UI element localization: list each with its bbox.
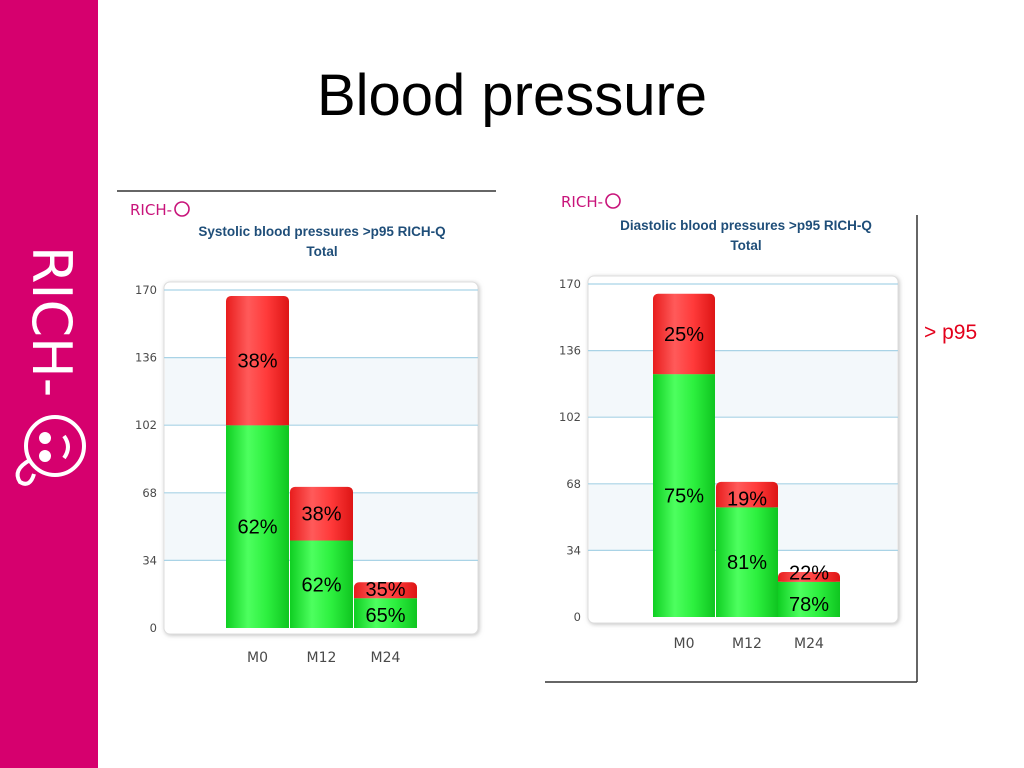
y-tick-label: 68: [566, 477, 581, 491]
data-label-below-p95: 62%: [301, 574, 341, 596]
chart-logo-text: RICH-: [561, 193, 603, 211]
y-tick-label: 34: [142, 553, 157, 567]
data-label-above-p95: 22%: [789, 563, 829, 585]
bar-m24-below-p95: [354, 598, 417, 628]
y-tick-label: 0: [574, 610, 581, 624]
y-tick-label: 34: [566, 543, 581, 557]
x-category-label: M12: [732, 636, 762, 652]
x-category-label: M24: [794, 636, 824, 652]
chart-title: Diastolic blood pressures >p95 RICH-Q: [620, 218, 872, 233]
data-label-below-p95: 81%: [727, 552, 767, 574]
baby-face-icon: [605, 193, 621, 209]
data-label-below-p95: 65%: [365, 605, 405, 627]
x-category-label: M12: [307, 650, 337, 666]
chart-subtitle: Total: [730, 238, 761, 253]
bar-m12-below-p95: [716, 507, 778, 617]
rich-q-vertical-logo: RICH-: [15, 246, 86, 486]
data-label-above-p95: 38%: [237, 351, 277, 373]
y-tick-label: 136: [559, 344, 581, 358]
chart-title: Systolic blood pressures >p95 RICH-Q: [198, 224, 445, 239]
bar-m12-below-p95: [290, 540, 353, 628]
bar-m12-above-p95: [716, 481, 778, 508]
bar-segment-joint: [226, 420, 289, 426]
data-label-above-p95: 25%: [664, 324, 704, 346]
y-tick-label: 102: [559, 410, 581, 424]
baby-face-icon: [15, 415, 86, 486]
bar-segment-joint: [290, 535, 353, 541]
bar-m0-below-p95: [226, 425, 289, 628]
y-tick-label: 170: [559, 277, 581, 291]
y-tick-label: 68: [142, 486, 157, 500]
bar-m12-above-p95: [290, 486, 353, 541]
x-category-label: M24: [371, 650, 401, 666]
data-label-below-p95: 75%: [664, 486, 704, 508]
grid-band: [589, 350, 897, 418]
systolic-chart: RICH- Systolic blood pressures >p95 RICH-…: [117, 190, 496, 666]
data-label-above-p95: 38%: [301, 504, 341, 526]
x-category-label: M0: [247, 650, 268, 666]
data-label-above-p95: 19%: [727, 488, 767, 510]
y-tick-label: 102: [135, 418, 157, 432]
y-tick-label: 136: [135, 351, 157, 365]
y-tick-label: 0: [150, 621, 157, 635]
x-category-label: M0: [674, 636, 695, 652]
bar-m24-below-p95: [778, 581, 840, 617]
bar-segment-joint: [716, 502, 778, 508]
diastolic-chart: RICH- Diastolic blood pressures >p95 RICH…: [545, 193, 918, 683]
bar-m0-above-p95: [653, 293, 715, 375]
sidebar-logo-text: RICH-: [20, 246, 83, 397]
y-tick-label: 170: [135, 283, 157, 297]
sidebar-band: RICH-: [0, 0, 98, 768]
bar-m0-above-p95: [226, 295, 289, 426]
data-label-above-p95: 35%: [365, 579, 405, 601]
data-label-below-p95: 78%: [789, 594, 829, 616]
bar-m0-below-p95: [653, 374, 715, 617]
data-label-below-p95: 62%: [237, 517, 277, 539]
bar-segment-joint: [653, 369, 715, 375]
chart-logo-text: RICH-: [130, 201, 172, 219]
bar-segment-joint: [778, 576, 840, 582]
legend-label-above-p95: > p95: [924, 321, 978, 344]
bar-segment-joint: [354, 593, 417, 599]
slide-title: Blood pressure: [316, 63, 708, 128]
grid-band: [165, 357, 477, 426]
baby-face-icon: [174, 201, 190, 217]
chart-subtitle: Total: [306, 244, 337, 259]
